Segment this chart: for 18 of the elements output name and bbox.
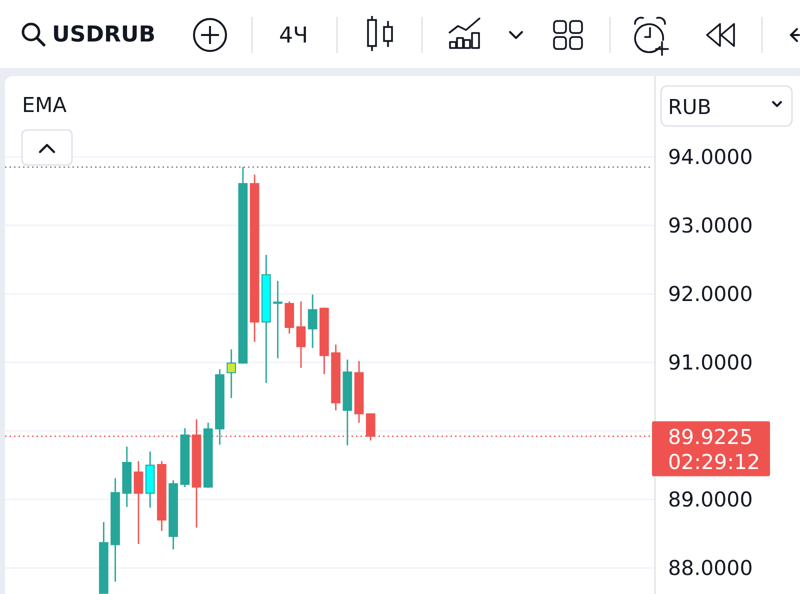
candlestick (308, 294, 318, 349)
annotation: EMA (22, 93, 67, 117)
y-tick-label: 88.0000 (668, 556, 753, 580)
y-axis-title: RUB (668, 95, 712, 119)
candlestick (284, 300, 294, 334)
text: 02:29:12 (668, 450, 760, 474)
y-tick-label: 93.0000 (668, 213, 753, 238)
candlestick (273, 280, 282, 359)
candlestick (296, 300, 306, 369)
candlestick (226, 348, 236, 399)
candlestick (134, 460, 144, 545)
y-tick-label: 89.0000 (668, 487, 753, 512)
y-tick-label: 94.0000 (668, 144, 753, 169)
chart-title: USDRUB (52, 22, 156, 48)
y-tick-label: 91.0000 (668, 350, 753, 374)
chart-subtitle: 4Ч (279, 24, 308, 48)
ref-line-label: 89.9225 (668, 425, 753, 450)
y-tick-label: 92.0000 (668, 282, 753, 306)
